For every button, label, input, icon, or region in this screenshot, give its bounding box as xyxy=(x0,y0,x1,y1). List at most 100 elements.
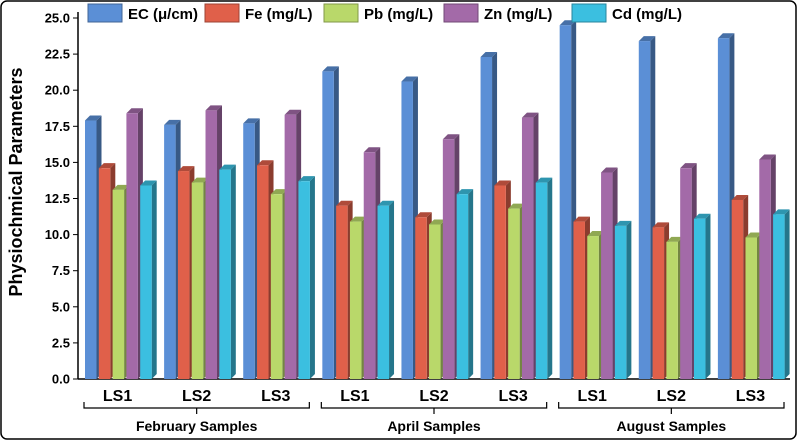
x-category-label: LS2 xyxy=(419,388,448,405)
bar-0-2 xyxy=(243,123,255,379)
bar-top xyxy=(535,177,553,183)
bar-3-6 xyxy=(601,172,613,379)
x-category-label: LS2 xyxy=(657,388,686,405)
bar-top xyxy=(270,189,288,195)
bar-top xyxy=(415,212,432,218)
bar-0-3 xyxy=(322,71,334,379)
bar-2-5 xyxy=(508,208,520,379)
bar-3-4 xyxy=(442,139,455,379)
legend-swatch xyxy=(87,3,123,23)
bar-top xyxy=(164,119,181,125)
legend-swatch xyxy=(323,3,359,23)
bar-top xyxy=(191,177,209,183)
bar-4-1 xyxy=(219,169,231,379)
bar-top xyxy=(456,189,474,195)
bar-0-7 xyxy=(638,41,651,379)
y-tick-label: 25.0 xyxy=(45,11,70,26)
x-category-label: LS3 xyxy=(498,388,527,405)
bar-3-2 xyxy=(284,114,297,380)
bar-3-5 xyxy=(521,117,534,380)
bar-3-0 xyxy=(126,113,138,379)
bar-top xyxy=(126,108,143,114)
y-tick-label: 5.0 xyxy=(52,299,70,314)
bar-top xyxy=(298,176,315,182)
bar-top xyxy=(745,232,762,238)
bar-0-1 xyxy=(164,124,176,379)
x-category-label: LS3 xyxy=(736,388,765,405)
bar-1-1 xyxy=(177,171,190,379)
bar-4-4 xyxy=(456,194,469,379)
bar-side xyxy=(389,200,395,379)
bar-2-0 xyxy=(112,189,125,379)
bar-top xyxy=(349,216,367,222)
bar-3-3 xyxy=(363,152,376,379)
bar-top xyxy=(652,222,670,228)
y-axis-label: Physiochmical Parameters xyxy=(6,67,26,296)
bar-top xyxy=(377,200,395,206)
bar-top xyxy=(638,36,656,42)
bar-top xyxy=(112,184,130,190)
bar-top xyxy=(363,147,381,153)
bar-side xyxy=(705,213,711,379)
bar-side xyxy=(784,209,790,379)
bar-top xyxy=(401,76,418,82)
bar-4-2 xyxy=(298,181,310,379)
legend-swatch xyxy=(443,3,479,23)
bar-top xyxy=(429,219,446,225)
legend-label: EC (μ/cm) xyxy=(128,6,198,23)
bar-top xyxy=(693,213,711,219)
bar-0-6 xyxy=(559,25,572,379)
bar-side xyxy=(309,176,315,379)
bar-3-7 xyxy=(680,168,692,379)
bar-1-8 xyxy=(731,199,744,379)
bar-1-6 xyxy=(573,221,585,379)
x-category-label: LS1 xyxy=(578,388,607,405)
x-category-label: LS2 xyxy=(182,388,211,405)
bar-top xyxy=(322,66,339,72)
bar-top xyxy=(243,118,260,124)
bar-top xyxy=(680,163,697,169)
bar-top xyxy=(731,194,749,200)
legend-swatch xyxy=(571,3,607,23)
x-category-label: LS3 xyxy=(261,388,290,405)
bar-top xyxy=(98,163,116,169)
bar-side xyxy=(151,180,157,379)
y-tick-label: 2.5 xyxy=(52,335,70,350)
bar-1-0 xyxy=(98,168,111,379)
bar-2-1 xyxy=(191,182,204,379)
bar-4-8 xyxy=(773,214,785,379)
bar-1-4 xyxy=(415,217,427,379)
y-tick-label: 15.0 xyxy=(45,155,70,170)
bar-top xyxy=(442,134,460,140)
bar-top xyxy=(666,236,683,242)
bar-1-3 xyxy=(336,205,348,379)
bar-top xyxy=(521,112,539,118)
bar-0-8 xyxy=(717,38,730,379)
bar-0-4 xyxy=(401,81,413,379)
bar-2-8 xyxy=(745,237,757,379)
y-tick-label: 20.0 xyxy=(45,83,70,98)
bar-2-7 xyxy=(666,241,678,379)
bar-top xyxy=(508,203,525,209)
bar-top xyxy=(205,105,223,111)
bar-side xyxy=(626,220,632,379)
legend-label: Fe (mg/L) xyxy=(245,6,313,23)
bar-4-5 xyxy=(535,182,548,379)
bar-top xyxy=(219,164,236,170)
bar-top xyxy=(257,160,274,166)
bar-2-4 xyxy=(429,224,441,379)
bar-top xyxy=(717,33,735,39)
bar-top xyxy=(601,167,618,173)
legend-swatch xyxy=(204,3,240,23)
bar-top xyxy=(85,115,102,121)
bar-top xyxy=(773,209,790,215)
bar-2-2 xyxy=(270,194,283,379)
y-tick-label: 12.5 xyxy=(45,191,70,206)
y-tick-label: 10.0 xyxy=(45,227,70,242)
bar-top xyxy=(177,166,195,172)
bar-1-7 xyxy=(652,227,665,379)
bar-side xyxy=(547,177,553,379)
bar-4-6 xyxy=(614,225,627,379)
x-category-label: LS1 xyxy=(103,388,132,405)
